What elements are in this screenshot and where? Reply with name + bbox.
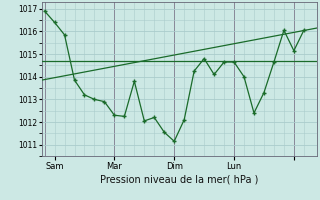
X-axis label: Pression niveau de la mer( hPa ): Pression niveau de la mer( hPa ) (100, 175, 258, 185)
